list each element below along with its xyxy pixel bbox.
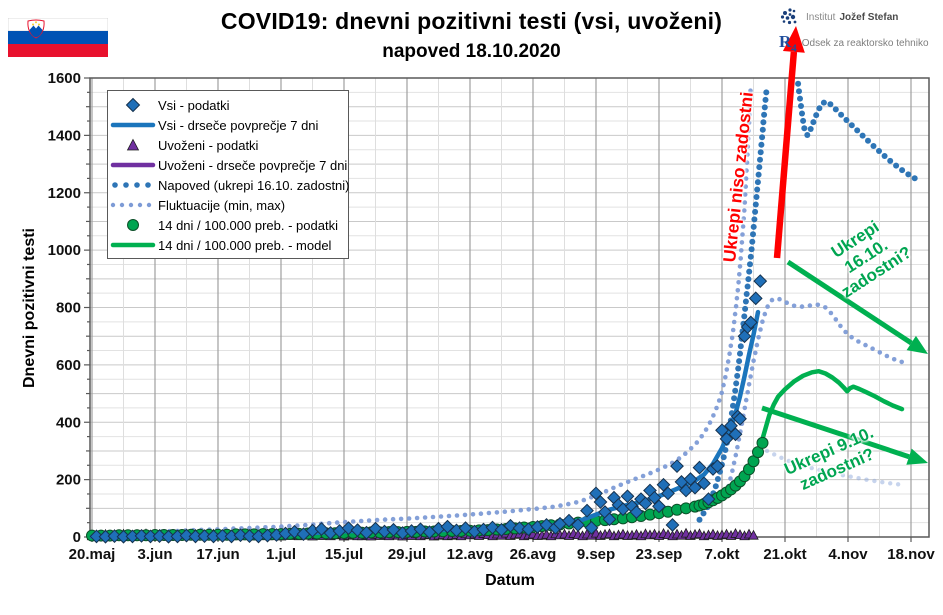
legend-item-uvozeni-avg: Uvoženi - drseče povprečje 7 dni: [108, 155, 348, 175]
legend-item-napoved: Napoved (ukrepi 16.10. zadostni): [108, 175, 350, 195]
r4-mark: R4: [779, 32, 797, 55]
svg-text:20.maj: 20.maj: [69, 546, 116, 563]
svg-text:800: 800: [56, 300, 81, 317]
institute-name-light: Institut: [806, 11, 836, 23]
legend-item-vsi-avg: Vsi - drseče povprečje 7 dni: [108, 115, 348, 135]
legend-marker-bold-dots: [108, 177, 158, 193]
department-name: Odsek za reaktorsko tehniko: [801, 38, 929, 50]
chart-subtitle: napoved 18.10.2020: [382, 41, 561, 62]
institute-logo: Institut Jožef Stefan R4 Odsek za reakto…: [779, 7, 937, 60]
legend-item-14dni-podatki: 14 dni / 100.000 preb. - podatki: [108, 215, 348, 235]
svg-text:7.okt: 7.okt: [704, 546, 739, 563]
svg-text:0: 0: [73, 529, 81, 546]
legend-marker-diamond: [108, 97, 158, 113]
legend-item-fluktuacije: Fluktuacije (min, max): [108, 195, 348, 215]
svg-text:1.jul: 1.jul: [266, 546, 296, 563]
y-axis-title: Dnevni pozitivni testi: [21, 227, 38, 389]
x-axis-title: Datum: [485, 572, 535, 589]
svg-text:4.nov: 4.nov: [828, 546, 868, 563]
slovenia-flag-icon: [8, 18, 108, 57]
svg-text:18.nov: 18.nov: [887, 546, 935, 563]
chart-header: COVID19: dnevni pozitivni testi (vsi, uv…: [0, 8, 943, 63]
legend-marker-triangle: [108, 137, 158, 153]
svg-text:1400: 1400: [48, 127, 81, 144]
svg-text:400: 400: [56, 414, 81, 431]
svg-text:1200: 1200: [48, 185, 81, 202]
legend-item-14dni-model: 14 dni / 100.000 preb. - model: [108, 235, 348, 255]
svg-text:23.sep: 23.sep: [636, 546, 683, 563]
legend-marker-blue-line: [108, 117, 158, 133]
svg-text:26.avg: 26.avg: [510, 546, 557, 563]
chart-legend: Vsi - podatki Vsi - drseče povprečje 7 d…: [107, 90, 350, 259]
legend-marker-purple-line: [108, 157, 158, 173]
svg-text:1000: 1000: [48, 242, 81, 259]
svg-text:9.sep: 9.sep: [577, 546, 615, 563]
svg-text:17.jun: 17.jun: [196, 546, 239, 563]
svg-text:3.jun: 3.jun: [137, 546, 172, 563]
institute-logo-row: Institut Jožef Stefan: [779, 7, 937, 27]
chart-title: COVID19: dnevni pozitivni testi (vsi, uv…: [220, 8, 723, 34]
legend-marker-green-line: [108, 237, 158, 253]
svg-text:600: 600: [56, 357, 81, 374]
svg-text:12.avg: 12.avg: [447, 546, 494, 563]
institute-name-bold: Jožef Stefan: [839, 11, 899, 23]
svg-text:200: 200: [56, 472, 81, 489]
svg-text:1600: 1600: [48, 70, 81, 87]
svg-text:29.jul: 29.jul: [388, 546, 426, 563]
department-logo-row: R4 Odsek za reaktorsko tehniko: [779, 33, 937, 54]
ijs-dots-logo-icon: [780, 8, 797, 25]
svg-text:15.jul: 15.jul: [325, 546, 363, 563]
legend-marker-circle: [108, 217, 158, 233]
legend-item-uvozeni-podatki: Uvoženi - podatki: [108, 135, 348, 155]
legend-marker-light-dots: [108, 197, 158, 213]
svg-text:21.okt: 21.okt: [763, 546, 806, 563]
legend-item-vsi-podatki: Vsi - podatki: [108, 95, 348, 115]
